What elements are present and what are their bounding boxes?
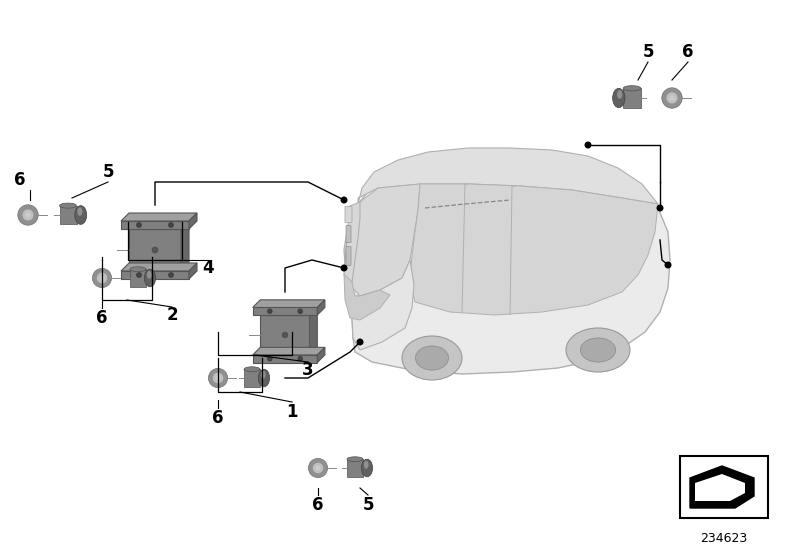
- Bar: [260, 315, 310, 355]
- Polygon shape: [350, 260, 414, 350]
- Ellipse shape: [617, 90, 622, 99]
- Ellipse shape: [415, 346, 449, 370]
- Circle shape: [267, 356, 272, 361]
- Polygon shape: [695, 474, 745, 501]
- Text: 3: 3: [302, 361, 314, 379]
- Circle shape: [169, 273, 174, 278]
- Ellipse shape: [347, 457, 363, 461]
- Text: 6: 6: [212, 409, 224, 427]
- FancyBboxPatch shape: [346, 246, 351, 265]
- Bar: [623, 88, 641, 108]
- Ellipse shape: [26, 212, 30, 217]
- Ellipse shape: [666, 92, 678, 104]
- Circle shape: [357, 339, 363, 345]
- Circle shape: [658, 205, 662, 211]
- Circle shape: [282, 332, 288, 338]
- Bar: [244, 369, 260, 387]
- Ellipse shape: [662, 88, 682, 108]
- Ellipse shape: [613, 88, 625, 108]
- Circle shape: [586, 142, 590, 148]
- Text: 5: 5: [362, 496, 374, 514]
- Ellipse shape: [18, 205, 38, 225]
- Polygon shape: [121, 263, 197, 271]
- Polygon shape: [310, 307, 318, 355]
- Circle shape: [152, 247, 158, 253]
- Polygon shape: [690, 466, 754, 508]
- Text: 5: 5: [102, 163, 114, 181]
- Text: 234623: 234623: [700, 532, 748, 545]
- Ellipse shape: [22, 209, 34, 221]
- Ellipse shape: [258, 369, 270, 387]
- Polygon shape: [410, 184, 658, 315]
- Polygon shape: [358, 148, 658, 204]
- Text: 6: 6: [682, 43, 694, 61]
- Text: 1: 1: [286, 403, 298, 421]
- Polygon shape: [121, 213, 197, 221]
- Ellipse shape: [146, 271, 152, 279]
- Ellipse shape: [312, 463, 323, 474]
- Bar: [121, 221, 189, 229]
- Ellipse shape: [670, 95, 674, 101]
- Circle shape: [298, 356, 302, 361]
- Text: 6: 6: [14, 171, 26, 189]
- Ellipse shape: [145, 269, 156, 287]
- Ellipse shape: [364, 461, 369, 469]
- Polygon shape: [253, 300, 325, 307]
- Ellipse shape: [75, 206, 86, 225]
- Text: 6: 6: [312, 496, 324, 514]
- Polygon shape: [318, 347, 325, 362]
- Ellipse shape: [315, 465, 320, 470]
- Ellipse shape: [402, 336, 462, 380]
- Ellipse shape: [244, 367, 260, 372]
- Text: 6: 6: [96, 309, 108, 327]
- Circle shape: [267, 309, 272, 314]
- Bar: [121, 271, 189, 279]
- Ellipse shape: [261, 371, 266, 379]
- Polygon shape: [260, 307, 318, 315]
- Polygon shape: [344, 202, 360, 296]
- Polygon shape: [253, 347, 325, 355]
- Bar: [680, 456, 768, 518]
- Circle shape: [298, 309, 302, 314]
- Ellipse shape: [216, 376, 221, 380]
- Ellipse shape: [97, 272, 107, 283]
- Polygon shape: [129, 221, 189, 229]
- Text: 5: 5: [642, 43, 654, 61]
- Text: 4: 4: [202, 259, 214, 277]
- Polygon shape: [181, 221, 189, 271]
- Ellipse shape: [623, 86, 641, 91]
- Bar: [130, 269, 146, 287]
- Bar: [129, 229, 181, 271]
- Bar: [253, 355, 318, 362]
- Circle shape: [341, 197, 347, 203]
- Circle shape: [137, 273, 142, 278]
- Ellipse shape: [99, 276, 104, 281]
- Circle shape: [169, 222, 174, 227]
- Polygon shape: [348, 184, 420, 296]
- Ellipse shape: [213, 372, 224, 384]
- FancyBboxPatch shape: [346, 226, 351, 242]
- Circle shape: [666, 262, 670, 268]
- Ellipse shape: [362, 459, 373, 477]
- FancyBboxPatch shape: [345, 207, 352, 222]
- Text: 2: 2: [166, 306, 178, 324]
- Circle shape: [341, 265, 347, 271]
- Ellipse shape: [308, 459, 328, 478]
- Polygon shape: [318, 300, 325, 315]
- Ellipse shape: [59, 203, 77, 208]
- Polygon shape: [189, 213, 197, 229]
- Ellipse shape: [93, 268, 111, 288]
- Polygon shape: [344, 150, 670, 374]
- Bar: [347, 459, 363, 477]
- Polygon shape: [189, 263, 197, 279]
- Bar: [59, 206, 77, 225]
- Ellipse shape: [566, 328, 630, 372]
- Ellipse shape: [78, 207, 82, 216]
- Circle shape: [137, 222, 142, 227]
- Ellipse shape: [130, 267, 146, 272]
- Ellipse shape: [581, 338, 616, 362]
- Polygon shape: [344, 274, 390, 320]
- Ellipse shape: [209, 368, 228, 388]
- Bar: [253, 307, 318, 315]
